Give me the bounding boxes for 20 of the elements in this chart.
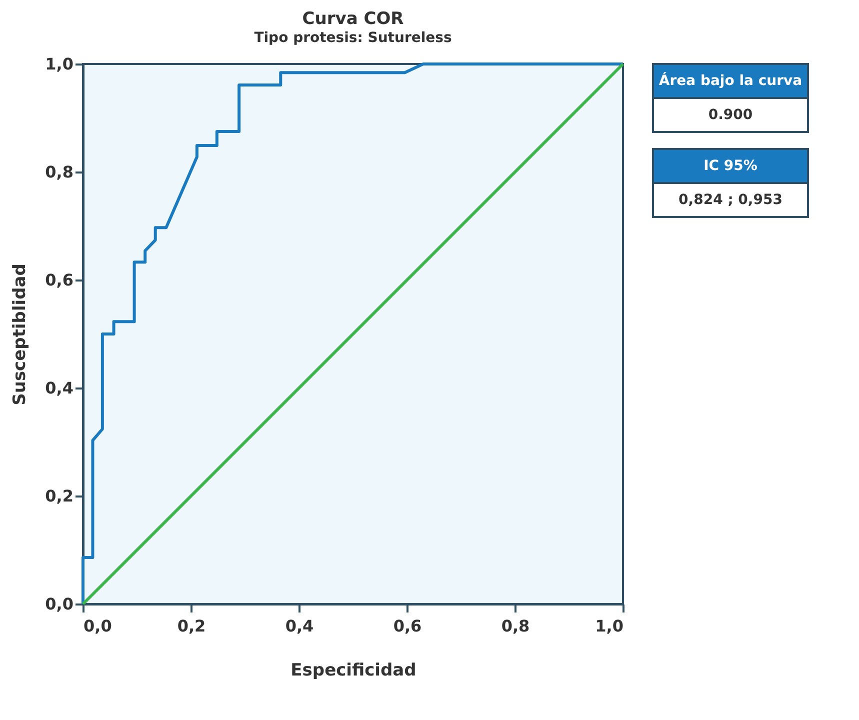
y-axis-title: Susceptiblidad (10, 264, 30, 406)
y-tick-label: 0,2 (45, 486, 74, 506)
x-tick-label: 0,0 (84, 616, 112, 636)
y-tick-label: 0,6 (45, 270, 74, 290)
x-tick-label: 0,2 (177, 616, 206, 636)
x-tick-label: 1,0 (595, 616, 624, 636)
x-tick-label: 0,6 (393, 616, 422, 636)
x-tick-label: 0,4 (285, 616, 314, 636)
y-tick-label: 0,4 (45, 378, 74, 398)
text: Área bajo la curva (658, 72, 802, 89)
text: 0,824 ; 0,953 (678, 192, 782, 208)
text: IC 95% (704, 158, 758, 174)
chart-title: Curva COR (302, 9, 404, 29)
y-tick-label: 0,0 (45, 594, 74, 614)
text: 0.900 (708, 107, 753, 123)
y-tick-label: 1,0 (45, 54, 74, 74)
x-axis-title: Especificidad (290, 660, 416, 680)
x-tick-label: 0,8 (501, 616, 530, 636)
y-tick-label: 0,8 (45, 162, 74, 182)
chart-subtitle: Tipo protesis: Sutureless (254, 30, 452, 46)
